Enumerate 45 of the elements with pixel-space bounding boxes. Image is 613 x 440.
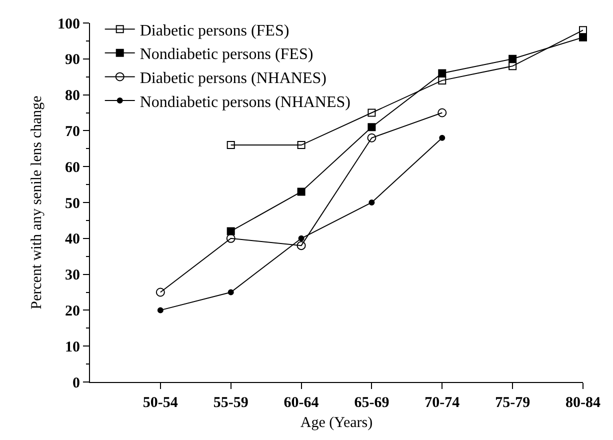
- point: [296, 241, 306, 250]
- y-tick-label: 20: [65, 303, 80, 320]
- y-tick-label: 100: [58, 16, 80, 32]
- y-tick-label: 60: [65, 160, 80, 176]
- point: [508, 54, 517, 63]
- y-tick-label: 10: [65, 339, 80, 356]
- y-tick-label: 80: [65, 88, 80, 104]
- point: [156, 288, 165, 297]
- legend-label: Diabetic persons (FES): [140, 22, 290, 40]
- point: [226, 227, 235, 236]
- point: [298, 235, 304, 242]
- y-tick-label: 40: [65, 232, 80, 248]
- legend-label: Diabetic persons (NHANES): [140, 70, 326, 87]
- point: [438, 69, 446, 78]
- y-tick-label: 50: [65, 196, 80, 212]
- legend-label: Nondiabetic persons (NHANES): [140, 94, 350, 111]
- x-tick-label: 80-84: [566, 395, 601, 411]
- x-tick-label: 70-74: [424, 395, 460, 411]
- point: [439, 134, 446, 141]
- point: [438, 76, 446, 84]
- legend-label: Nondiabetic persons (FES): [140, 46, 314, 64]
- point: [579, 26, 587, 34]
- point: [367, 133, 376, 142]
- point: [368, 108, 376, 117]
- point: [508, 62, 517, 70]
- point: [228, 289, 234, 296]
- point: [579, 33, 587, 42]
- point: [297, 141, 306, 150]
- point: [368, 200, 375, 206]
- y-tick-label: 90: [65, 52, 80, 68]
- y-tick-label: 70: [65, 124, 80, 140]
- x-axis-title: Age (Years): [300, 415, 373, 431]
- point: [438, 108, 447, 118]
- point: [226, 141, 235, 150]
- x-tick-label: 55-59: [213, 395, 248, 411]
- x-tick-label: 60-64: [284, 395, 320, 411]
- x-tick-label: 75-79: [495, 395, 530, 411]
- x-tick-label: 50-54: [142, 395, 178, 411]
- y-tick-label: 30: [65, 268, 80, 284]
- x-tick-label: 65-69: [354, 395, 390, 411]
- y-tick-label: 0: [72, 375, 80, 392]
- y-axis-title: Percent with any senile lens change: [28, 95, 45, 310]
- point: [368, 123, 376, 132]
- point: [157, 307, 164, 314]
- point: [297, 188, 306, 196]
